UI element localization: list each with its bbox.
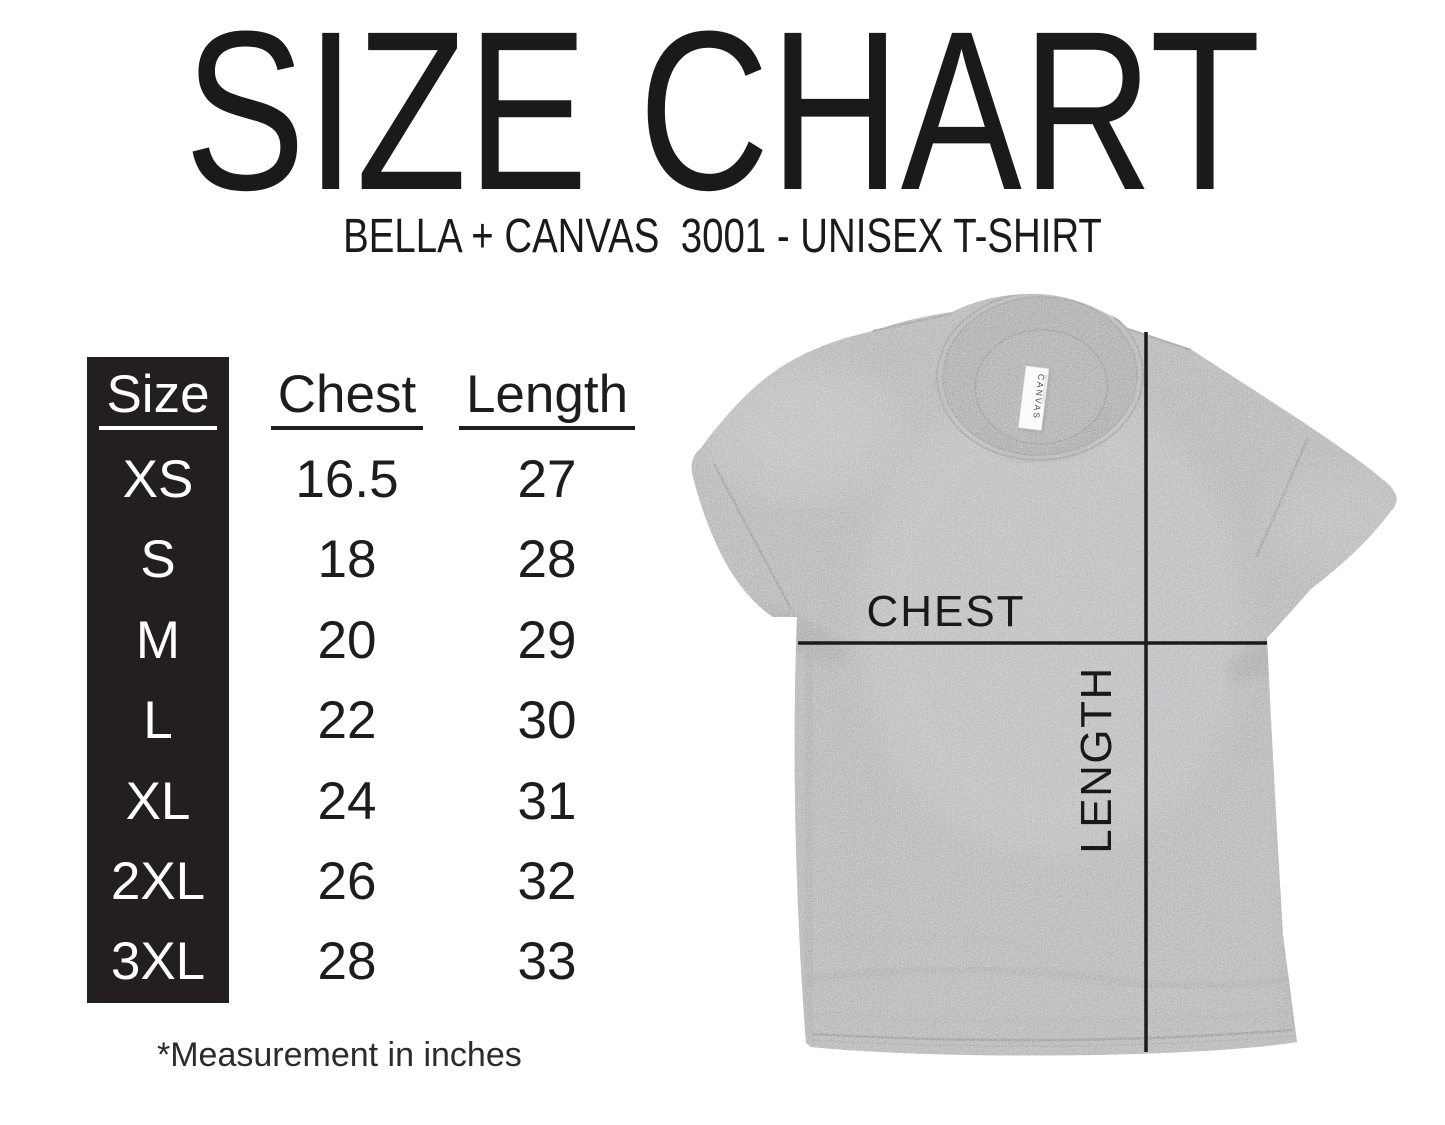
chest-value: 22	[317, 691, 377, 750]
length-label: LENGTH	[1072, 666, 1121, 853]
length-value: 32	[517, 852, 577, 911]
table-row: S 18 28	[87, 520, 647, 600]
length-value: 29	[517, 611, 577, 670]
page-subtitle: BELLA + CANVAS 3001 - UNISEX T-SHIRT	[343, 210, 1102, 263]
length-value: 31	[517, 772, 577, 831]
table-row: 3XL 28 33	[87, 922, 647, 1002]
column-header-size: Size	[87, 365, 229, 430]
table-row: L 22 30	[87, 681, 647, 761]
size-value: 2XL	[110, 852, 206, 911]
length-value: 28	[517, 530, 577, 589]
page-title: SIZE CHART	[184, 0, 1261, 238]
table-row: XL 24 31	[87, 762, 647, 842]
size-column-background	[87, 357, 229, 1003]
measurement-footnote: *Measurement in inches	[157, 1036, 522, 1074]
neck-tag: CANVAS BELLA+CANVAS	[1018, 365, 1051, 433]
tag-sub-text: BELLA+CANVAS	[1041, 375, 1049, 404]
column-header-chest: Chest	[257, 365, 437, 430]
chest-value: 26	[317, 852, 377, 911]
length-value: 27	[517, 450, 577, 509]
heather-texture	[691, 293, 1397, 1056]
tshirt-diagram: CANVAS BELLA+CANVAS CHEST LENGTH	[660, 290, 1445, 1125]
chest-value: 24	[317, 772, 377, 831]
chest-value: 28	[317, 932, 377, 991]
length-value: 30	[517, 691, 577, 750]
table-row: M 20 29	[87, 601, 647, 681]
table-row: XS 16.5 27	[87, 440, 647, 520]
length-value: 33	[517, 932, 577, 991]
size-value: M	[135, 611, 181, 670]
chest-label: CHEST	[866, 587, 1025, 636]
chest-value: 20	[317, 611, 377, 670]
chest-value: 18	[317, 530, 377, 589]
chest-value: 16.5	[295, 450, 399, 509]
size-value: XS	[122, 450, 194, 509]
size-value: S	[140, 530, 176, 589]
size-value: 3XL	[110, 932, 206, 991]
size-value: L	[143, 691, 173, 750]
size-value: XL	[125, 772, 191, 831]
table-row: 2XL 26 32	[87, 842, 647, 922]
column-header-length: Length	[457, 365, 637, 430]
tshirt-graphic: CANVAS BELLA+CANVAS CHEST LENGTH	[691, 290, 1397, 1056]
